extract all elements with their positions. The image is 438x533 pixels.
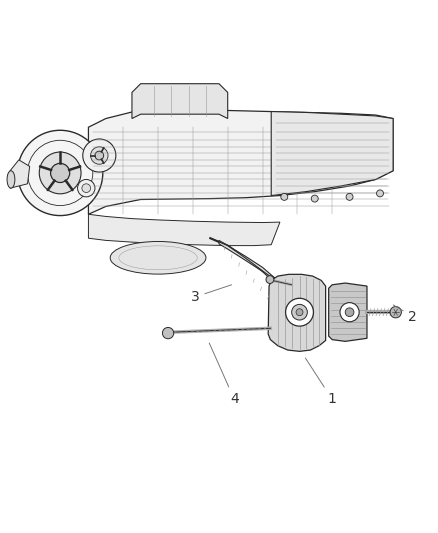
Circle shape: [95, 151, 104, 160]
Polygon shape: [88, 110, 393, 214]
Circle shape: [50, 163, 70, 182]
Text: 2: 2: [393, 305, 417, 324]
Circle shape: [162, 327, 174, 339]
Circle shape: [39, 152, 81, 194]
Circle shape: [91, 147, 108, 164]
Circle shape: [340, 303, 359, 322]
Circle shape: [311, 195, 318, 202]
Circle shape: [292, 304, 307, 320]
Circle shape: [346, 193, 353, 200]
Circle shape: [83, 139, 116, 172]
Ellipse shape: [7, 171, 15, 188]
Text: 3: 3: [191, 285, 232, 304]
Circle shape: [296, 309, 303, 316]
Polygon shape: [10, 160, 30, 188]
Circle shape: [345, 308, 354, 317]
Text: 4: 4: [209, 343, 239, 406]
Text: 1: 1: [305, 358, 336, 406]
Polygon shape: [219, 240, 280, 305]
Circle shape: [286, 298, 314, 326]
Polygon shape: [268, 274, 325, 351]
Polygon shape: [132, 84, 228, 118]
Circle shape: [266, 276, 274, 284]
Circle shape: [18, 130, 103, 215]
Circle shape: [82, 184, 91, 192]
Circle shape: [377, 190, 384, 197]
Ellipse shape: [110, 241, 206, 274]
Circle shape: [281, 193, 288, 200]
Circle shape: [390, 306, 401, 318]
Polygon shape: [328, 283, 367, 341]
Circle shape: [78, 180, 95, 197]
Polygon shape: [271, 111, 393, 196]
Polygon shape: [88, 214, 280, 246]
